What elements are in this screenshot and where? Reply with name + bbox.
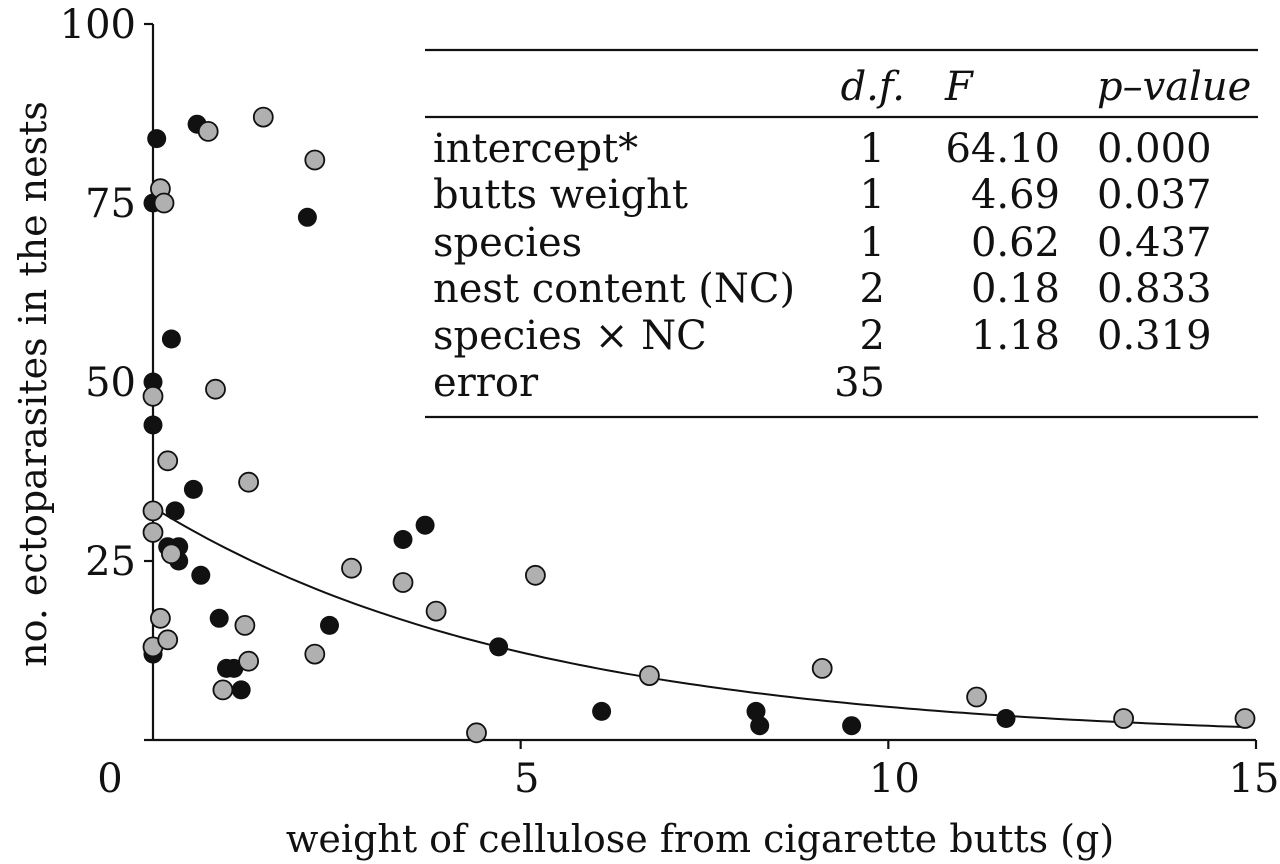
data-point-grey xyxy=(1113,708,1134,729)
data-point-grey xyxy=(142,522,164,543)
table-header-df: d.f. xyxy=(841,64,905,110)
data-point-black xyxy=(415,515,435,535)
data-point-black xyxy=(209,608,229,628)
data-point-grey xyxy=(212,679,234,701)
y-tick-label: 25 xyxy=(85,539,136,585)
data-point-black xyxy=(842,716,862,736)
table-cell-pvalue: 0.437 xyxy=(1097,220,1212,266)
data-point-grey xyxy=(304,643,326,665)
data-point-grey xyxy=(425,600,447,622)
x-axis-title: weight of cellulose from cigarette butts… xyxy=(286,817,1114,861)
data-point-grey xyxy=(160,543,182,565)
table-row-label: butts weight xyxy=(433,172,688,218)
table-row-label: intercept* xyxy=(433,126,638,172)
data-point-grey xyxy=(341,557,362,579)
data-point-black xyxy=(393,530,413,549)
table-cell-f: 4.69 xyxy=(971,172,1060,218)
y-tick-label: 75 xyxy=(85,181,136,227)
y-tick-label: 50 xyxy=(85,360,136,406)
table-cell-f: 64.10 xyxy=(945,126,1060,172)
x-ticks: 0 5 10 15 xyxy=(97,740,1279,802)
data-point-black xyxy=(143,415,163,435)
data-point-grey xyxy=(392,572,414,593)
table-cell-pvalue: 0.833 xyxy=(1097,266,1212,312)
data-point-grey xyxy=(238,650,260,672)
table-header-pvalue: p–value xyxy=(1097,64,1251,110)
table-row-label: error xyxy=(433,360,539,406)
table-cell-df: 2 xyxy=(860,313,885,359)
data-point-black xyxy=(750,716,770,736)
data-point-grey xyxy=(811,658,833,679)
data-point-black xyxy=(143,372,163,392)
table-row-label: species × NC xyxy=(433,313,707,359)
data-point-black xyxy=(191,565,211,585)
y-tick-label: 100 xyxy=(60,2,136,48)
table-cell-df: 1 xyxy=(860,126,885,172)
data-point-black xyxy=(147,129,167,149)
table-cell-df: 1 xyxy=(860,172,885,218)
data-point-grey xyxy=(149,607,171,629)
fit-curve xyxy=(152,506,1246,729)
table-cell-pvalue: 0.037 xyxy=(1097,172,1212,218)
data-point-black xyxy=(183,479,203,499)
data-point-black xyxy=(165,501,185,521)
table-row-label: nest content (NC) xyxy=(433,266,795,312)
data-point-grey xyxy=(525,564,546,586)
x-tick-label: 5 xyxy=(514,756,539,802)
x-tick-label: 10 xyxy=(869,756,920,802)
data-point-grey xyxy=(466,722,487,744)
y-ticks: 25 50 75 100 xyxy=(60,2,153,742)
table-cell-f: 1.18 xyxy=(971,313,1060,359)
data-point-black xyxy=(592,701,612,721)
anova-table: d.f. F p–value intercept* 1 64.10 0.000 butt… xyxy=(425,48,1258,419)
table-cell-df: 35 xyxy=(834,360,885,406)
data-point-grey xyxy=(639,665,660,686)
data-point-grey xyxy=(238,471,260,493)
data-point-grey xyxy=(304,149,326,171)
data-point-black xyxy=(489,637,509,657)
table-cell-pvalue: 0.000 xyxy=(1097,126,1212,172)
data-point-black xyxy=(231,680,251,700)
data-point-black xyxy=(746,701,766,721)
data-points xyxy=(142,106,1256,744)
table-cell-df: 1 xyxy=(860,220,885,266)
data-point-grey xyxy=(142,385,164,407)
y-axis-title: no. ectoparasites in the nests xyxy=(11,101,55,667)
data-point-black xyxy=(161,329,181,349)
table-cell-df: 2 xyxy=(860,266,885,312)
data-point-black xyxy=(320,615,339,635)
table-cell-pvalue: 0.319 xyxy=(1097,313,1212,359)
table-cell-f: 0.18 xyxy=(971,266,1060,312)
table-row-label: species xyxy=(433,220,582,266)
table-header-f: F xyxy=(944,64,974,110)
x-tick-label: 15 xyxy=(1229,756,1280,802)
data-point-grey xyxy=(142,500,164,522)
data-point-grey xyxy=(205,378,226,400)
data-point-grey xyxy=(966,686,987,708)
data-point-grey xyxy=(1234,708,1256,729)
data-point-grey xyxy=(157,629,179,651)
table-cell-f: 0.62 xyxy=(971,220,1060,266)
data-point-grey xyxy=(153,192,175,214)
data-point-black xyxy=(297,207,317,227)
data-point-black xyxy=(996,709,1016,728)
data-point-grey xyxy=(197,120,219,142)
data-point-grey xyxy=(252,106,274,128)
x-tick-label: 0 xyxy=(97,756,122,802)
data-point-grey xyxy=(157,450,179,472)
data-point-grey xyxy=(234,615,256,636)
